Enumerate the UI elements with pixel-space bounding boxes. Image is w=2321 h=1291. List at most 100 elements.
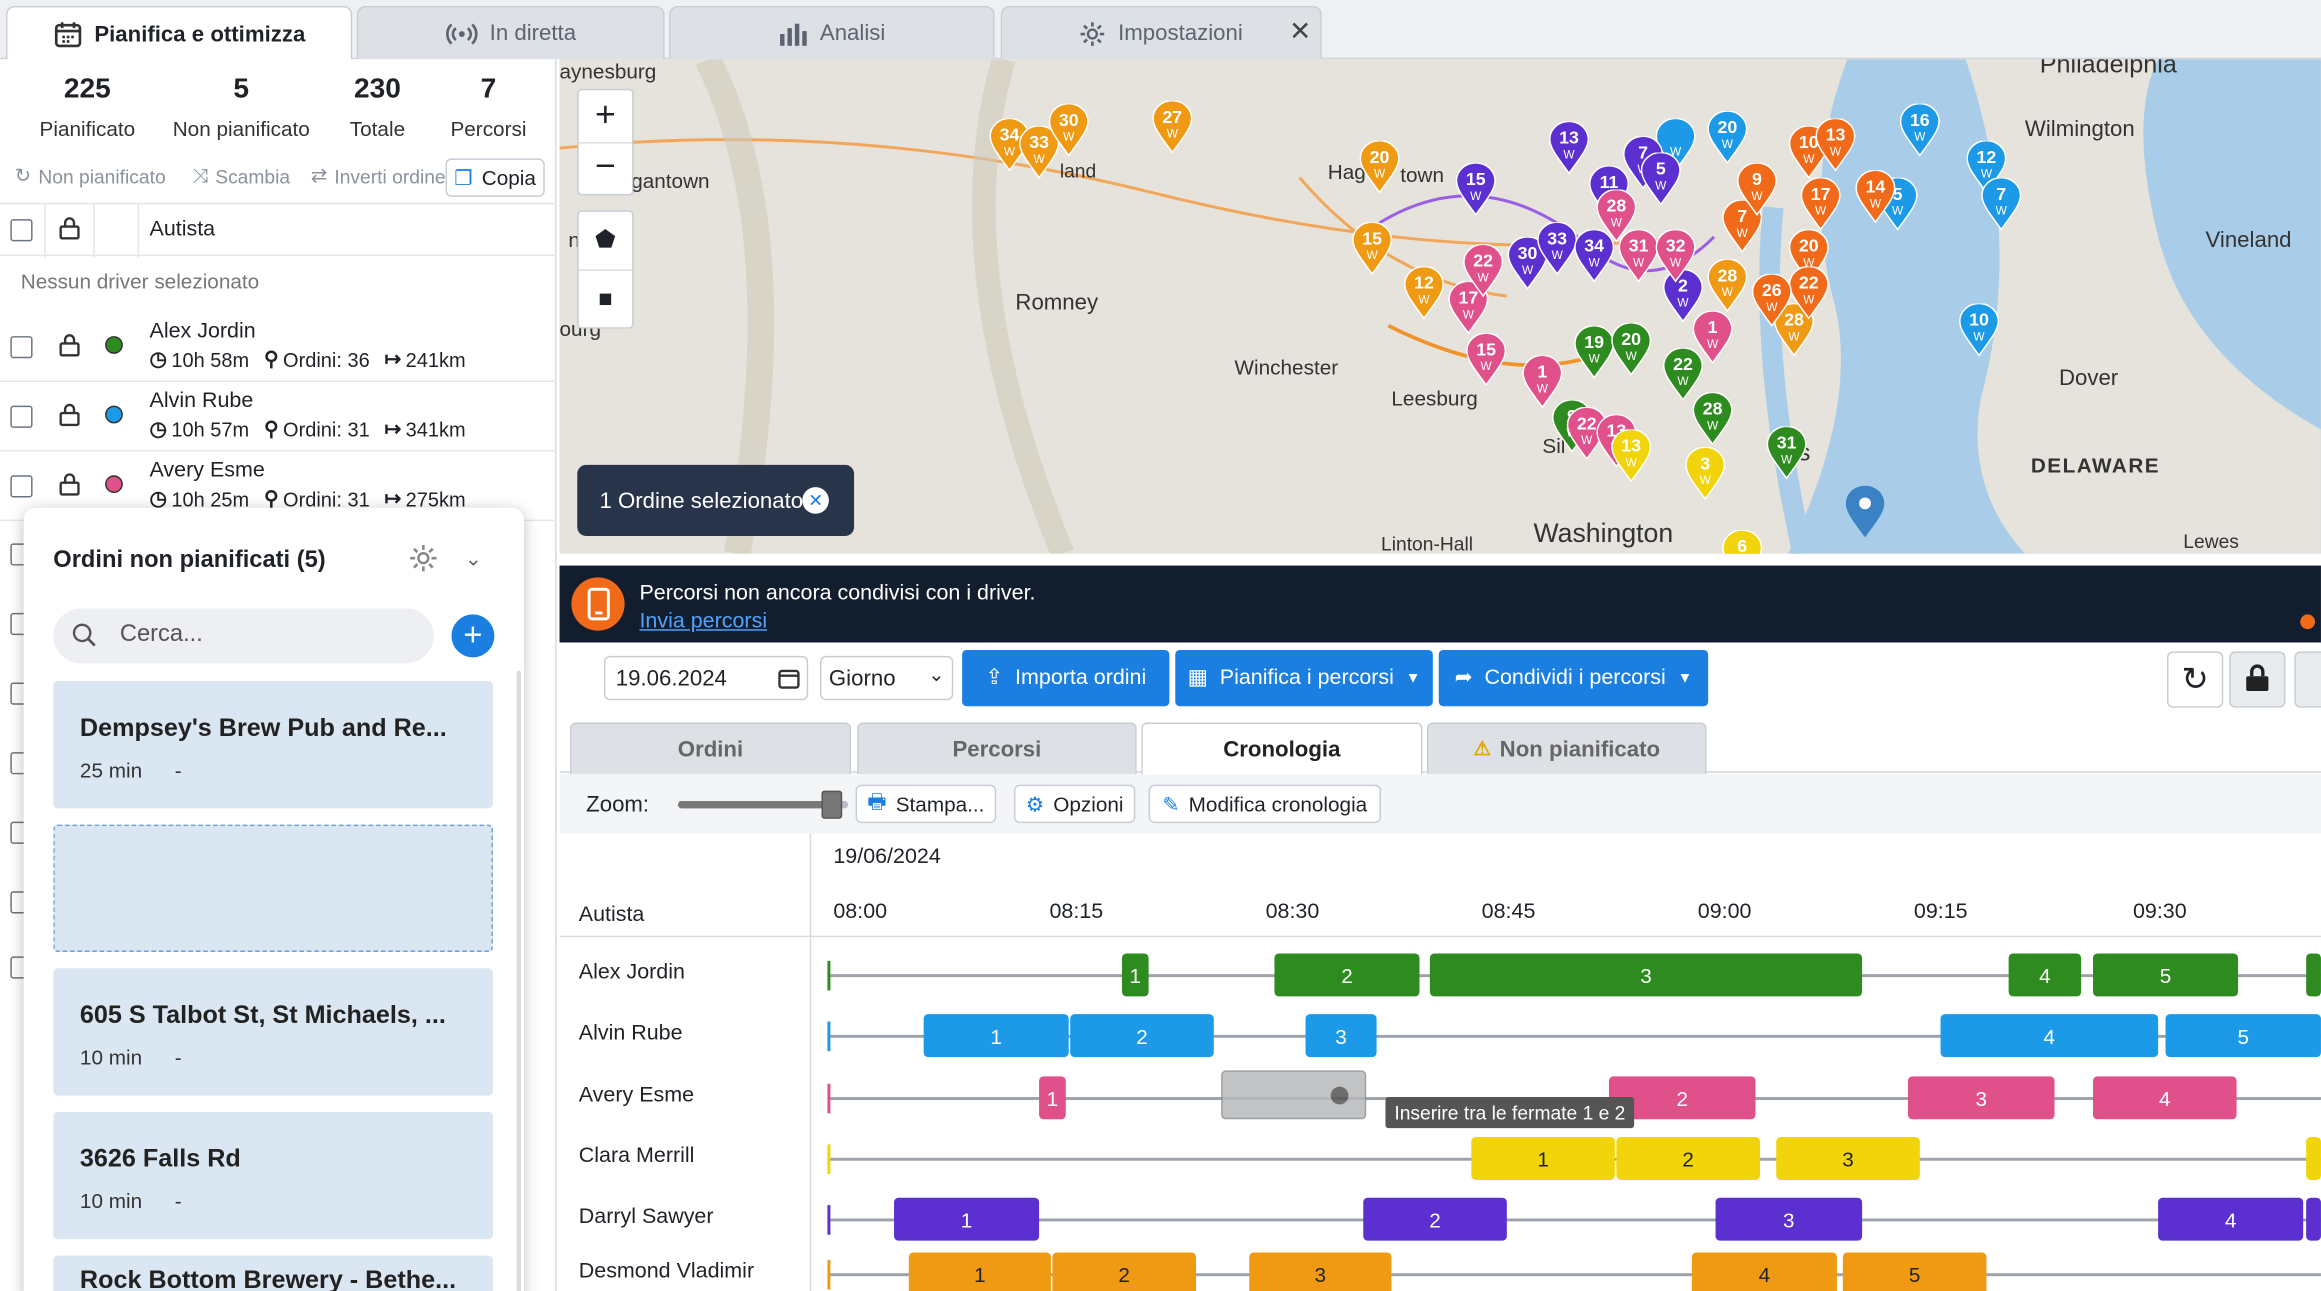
lock-button[interactable] bbox=[2229, 651, 2286, 708]
zoom-slider-handle[interactable] bbox=[820, 790, 842, 819]
map-pin-icon[interactable]: 31 W bbox=[1618, 228, 1659, 283]
map-pin-icon[interactable]: 22 W bbox=[1662, 347, 1703, 401]
map-pin-icon[interactable]: 30 W bbox=[1048, 102, 1089, 157]
map-pin-icon[interactable]: 30 W bbox=[1507, 236, 1548, 290]
more-button[interactable] bbox=[2294, 651, 2321, 708]
stop-block[interactable]: 5 bbox=[2093, 953, 2239, 997]
driver-row[interactable]: Alvin Rube ◷ 10h 57m ⚲ Ordini: 31 ↦ 341km bbox=[0, 382, 557, 452]
edit-timeline-button[interactable]: ✎ Modifica cronologia bbox=[1148, 784, 1382, 824]
stop-block[interactable]: 1 bbox=[894, 1197, 1040, 1241]
stop-block[interactable]: 1 bbox=[1121, 953, 1149, 997]
map-pin-icon[interactable]: 19 W bbox=[1573, 325, 1615, 379]
driver-row[interactable]: Alex Jordin ◷ 10h 58m ⚲ Ordini: 36 ↦ 241km bbox=[0, 312, 557, 382]
map-pin-icon[interactable]: 14 W bbox=[1855, 169, 1896, 224]
refresh-button[interactable]: ↻ bbox=[2167, 651, 2224, 708]
stop-block[interactable]: 2 bbox=[1616, 1137, 1760, 1180]
map-pin-icon[interactable]: 20 W bbox=[1359, 139, 1400, 194]
lock-icon[interactable] bbox=[59, 216, 80, 247]
search-input[interactable]: Cerca... bbox=[53, 608, 434, 664]
plan-routes-button[interactable]: ▦ Pianifica i percorsi ▼ bbox=[1175, 649, 1433, 707]
zoom-in-button[interactable]: + bbox=[578, 90, 633, 144]
lock-icon[interactable] bbox=[59, 333, 80, 364]
tab-analytics[interactable]: Analisi bbox=[669, 5, 995, 60]
view-select[interactable]: Giorno ⌄ bbox=[820, 655, 954, 701]
map-pin-icon[interactable]: 22 W bbox=[1788, 265, 1829, 320]
stop-block[interactable] bbox=[2306, 1137, 2321, 1180]
close-tab-icon[interactable]: ✕ bbox=[1289, 16, 1312, 46]
stop-block[interactable]: 3 bbox=[1776, 1137, 1920, 1180]
stop-block[interactable]: 1 bbox=[1471, 1137, 1615, 1180]
lock-icon[interactable] bbox=[59, 472, 80, 503]
route-map[interactable]: aynesburg Philadelphia Wilmington organt… bbox=[559, 59, 2321, 554]
map-pin-icon[interactable]: 20 W bbox=[1610, 322, 1652, 376]
driver-checkbox[interactable] bbox=[10, 336, 33, 359]
chevron-down-icon[interactable]: ⌄ bbox=[464, 546, 483, 570]
map-pin-icon[interactable]: 33 W bbox=[1018, 125, 1060, 179]
driver-checkbox[interactable] bbox=[10, 475, 33, 498]
select-all-checkbox[interactable] bbox=[10, 219, 33, 242]
map-pin-icon[interactable]: 34 W bbox=[1573, 228, 1615, 283]
unplan-action[interactable]: ↻ Non pianificato bbox=[15, 164, 166, 188]
zoom-slider-track[interactable] bbox=[677, 800, 849, 809]
stop-block[interactable]: 4 bbox=[1691, 1252, 1837, 1291]
tab-routes[interactable]: Percorsi bbox=[857, 722, 1137, 775]
polygon-select-icon[interactable]: ⬟ bbox=[578, 212, 633, 271]
stop-block[interactable]: 4 bbox=[2093, 1076, 2237, 1120]
import-orders-button[interactable]: ⇪ Importa ordini bbox=[962, 649, 1170, 707]
stop-block[interactable]: 3 bbox=[1249, 1252, 1392, 1291]
stop-block[interactable]: 3 bbox=[1305, 1014, 1377, 1058]
driver-row[interactable]: Avery Esme ◷ 10h 25m ⚲ Ordini: 31 ↦ 275km bbox=[0, 452, 557, 522]
stop-block[interactable]: 4 bbox=[2008, 953, 2082, 997]
clear-selection-icon[interactable]: ✕ bbox=[802, 487, 829, 514]
stop-block[interactable]: 3 bbox=[1907, 1076, 2055, 1120]
stop-block[interactable]: 5 bbox=[2165, 1014, 2321, 1058]
map-pin-icon[interactable]: 27 W bbox=[1152, 100, 1193, 154]
stop-block[interactable]: 1 bbox=[908, 1252, 1051, 1291]
map-pin-icon[interactable]: 28 W bbox=[1596, 188, 1637, 243]
map-pin-icon[interactable]: 12 W bbox=[1403, 265, 1444, 320]
stop-block[interactable]: 5 bbox=[1842, 1252, 1987, 1291]
unplanned-order-card[interactable]: Rock Bottom Brewery - Bethe... bbox=[53, 1255, 493, 1291]
add-order-button[interactable]: + bbox=[451, 614, 495, 658]
map-pin-icon[interactable]: 15 W bbox=[1465, 332, 1507, 387]
map-pin-icon[interactable]: 6W bbox=[1721, 529, 1763, 554]
stop-block[interactable]: 1 bbox=[923, 1014, 1069, 1058]
lock-icon[interactable] bbox=[59, 403, 80, 434]
stop-block[interactable]: 2 bbox=[1363, 1197, 1507, 1241]
map-pin-icon[interactable]: 28 W bbox=[1707, 258, 1748, 313]
tab-unplanned[interactable]: ⚠ Non pianificato bbox=[1426, 722, 1707, 775]
date-picker[interactable]: 19.06.2024 bbox=[603, 655, 809, 701]
map-pin-icon[interactable]: 22 W bbox=[1462, 243, 1504, 298]
print-button[interactable]: 🖶 Stampa... bbox=[855, 784, 997, 824]
rectangle-select-icon[interactable]: ■ bbox=[598, 287, 613, 313]
swap-action[interactable]: ⤨ Scambia bbox=[192, 164, 290, 188]
map-pin-icon[interactable]: 17 W bbox=[1448, 280, 1489, 335]
tab-plan-optimize[interactable]: Pianifica e ottimizza bbox=[5, 5, 353, 61]
map-pin-icon[interactable]: 33 W bbox=[1536, 221, 1578, 276]
stop-block[interactable] bbox=[2306, 953, 2321, 997]
gear-icon[interactable] bbox=[409, 543, 439, 580]
map-pin-icon[interactable]: 16 W bbox=[1899, 102, 1940, 157]
stop-block[interactable] bbox=[2306, 1197, 2321, 1241]
selected-map-pin-icon[interactable] bbox=[1844, 485, 1885, 539]
map-pin-icon[interactable]: 20 W bbox=[1788, 228, 1829, 283]
scrollbar[interactable] bbox=[516, 670, 522, 1291]
stop-block[interactable]: 3 bbox=[1715, 1197, 1863, 1241]
unplanned-order-card[interactable]: 3626 Falls Rd 10 min - bbox=[53, 1111, 493, 1240]
stop-block[interactable]: 2 bbox=[1070, 1014, 1214, 1058]
map-pin-icon[interactable]: 10 W bbox=[1958, 302, 2000, 357]
stop-block[interactable]: 1 bbox=[1039, 1076, 1066, 1120]
reverse-action[interactable]: ⇄ Inverti ordine bbox=[311, 164, 446, 188]
map-pin-icon[interactable]: 15 W bbox=[1455, 162, 1496, 216]
map-pin-icon[interactable]: 28 W bbox=[1773, 302, 1814, 357]
tab-settings[interactable]: Impostazioni ✕ bbox=[1000, 5, 1322, 60]
options-button[interactable]: ⚙ Opzioni bbox=[1013, 784, 1136, 824]
send-routes-link[interactable]: Invia percorsi bbox=[639, 609, 768, 634]
